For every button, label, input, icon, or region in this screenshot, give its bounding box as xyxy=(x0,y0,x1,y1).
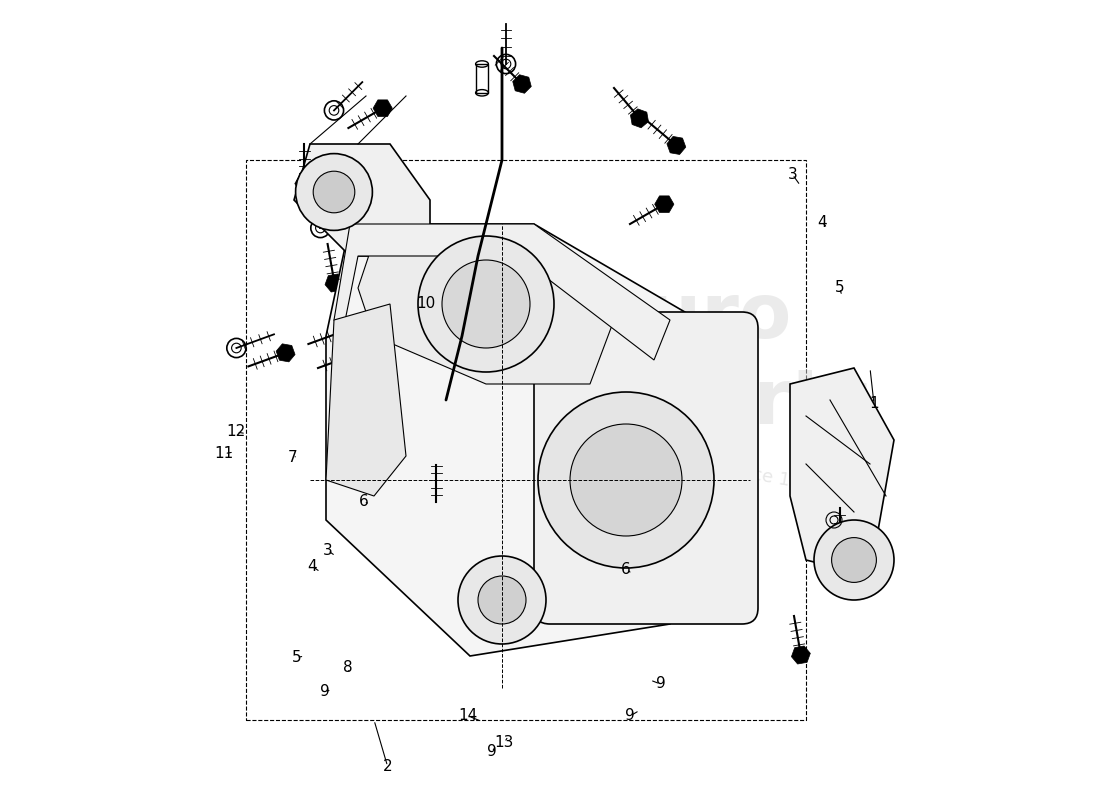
Polygon shape xyxy=(630,109,649,128)
Text: 9: 9 xyxy=(625,709,635,723)
Polygon shape xyxy=(667,137,685,154)
Polygon shape xyxy=(326,224,750,656)
Polygon shape xyxy=(294,144,430,256)
Text: 11: 11 xyxy=(214,446,234,461)
Text: 8: 8 xyxy=(343,661,352,675)
Polygon shape xyxy=(276,344,295,362)
Polygon shape xyxy=(337,322,355,339)
Polygon shape xyxy=(654,196,674,213)
Circle shape xyxy=(442,260,530,348)
Bar xyxy=(475,64,488,93)
Polygon shape xyxy=(326,304,406,496)
Circle shape xyxy=(418,236,554,372)
Polygon shape xyxy=(345,346,365,363)
Text: 9: 9 xyxy=(319,685,329,699)
Circle shape xyxy=(478,576,526,624)
Text: euro
carparts: euro carparts xyxy=(514,280,874,440)
Bar xyxy=(246,160,806,720)
Text: 5: 5 xyxy=(835,281,845,295)
Circle shape xyxy=(458,556,546,644)
Text: 4: 4 xyxy=(308,559,317,574)
FancyBboxPatch shape xyxy=(534,312,758,624)
Text: 2: 2 xyxy=(383,759,393,774)
Text: 12: 12 xyxy=(227,425,246,439)
Text: 5: 5 xyxy=(292,650,301,665)
Text: 3: 3 xyxy=(322,543,332,558)
Text: 13: 13 xyxy=(495,735,514,750)
Circle shape xyxy=(814,520,894,600)
Text: 7: 7 xyxy=(287,450,297,465)
Text: 4: 4 xyxy=(817,215,827,230)
Polygon shape xyxy=(373,100,393,117)
Text: 6: 6 xyxy=(621,562,631,577)
Polygon shape xyxy=(791,646,811,664)
Circle shape xyxy=(296,154,373,230)
Circle shape xyxy=(832,538,877,582)
Circle shape xyxy=(314,171,355,213)
Polygon shape xyxy=(358,240,614,384)
Polygon shape xyxy=(324,274,344,292)
Polygon shape xyxy=(400,270,419,288)
Polygon shape xyxy=(427,454,446,471)
Text: 9: 9 xyxy=(656,677,666,691)
Polygon shape xyxy=(830,539,849,556)
Text: 10: 10 xyxy=(417,297,436,311)
Text: 3: 3 xyxy=(788,167,798,182)
Polygon shape xyxy=(513,74,531,94)
Text: 1: 1 xyxy=(869,397,879,411)
Circle shape xyxy=(538,392,714,568)
Polygon shape xyxy=(790,368,894,576)
Polygon shape xyxy=(334,224,670,360)
Polygon shape xyxy=(295,175,313,192)
Circle shape xyxy=(570,424,682,536)
Text: 6: 6 xyxy=(359,494,369,509)
Text: 14: 14 xyxy=(459,709,478,723)
Text: 9: 9 xyxy=(486,745,496,759)
Text: a passion for cars since 1985: a passion for cars since 1985 xyxy=(562,432,826,496)
